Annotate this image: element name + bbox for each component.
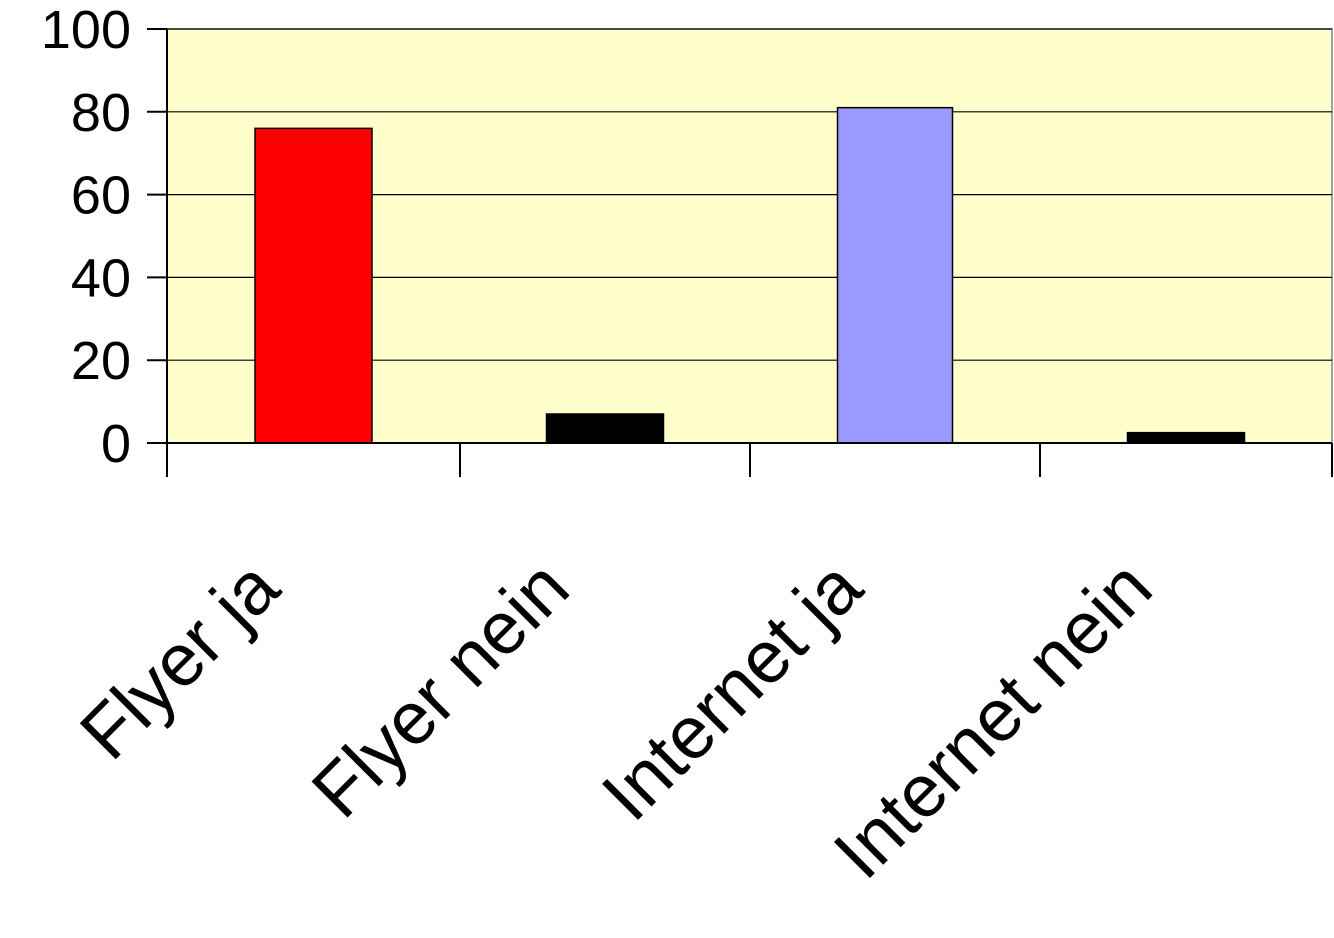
y-tick-label: 40 <box>71 248 131 308</box>
y-tick-label: 60 <box>71 166 131 226</box>
y-tick-label: 100 <box>41 0 131 60</box>
bar <box>1126 431 1246 444</box>
y-axis-ticks: 0 20 40 60 80 100 <box>41 0 167 474</box>
y-tick-label: 80 <box>71 83 131 143</box>
x-category-label: Internet ja <box>586 544 878 836</box>
bars <box>254 106 1246 444</box>
axes <box>166 29 1333 477</box>
x-category-label: Flyer ja <box>64 544 295 775</box>
bar <box>836 106 954 444</box>
bar <box>254 127 373 444</box>
bar <box>545 413 665 444</box>
x-category-label: Flyer nein <box>296 545 584 833</box>
y-tick-label: 20 <box>71 331 131 391</box>
y-tick-label: 0 <box>101 414 131 474</box>
